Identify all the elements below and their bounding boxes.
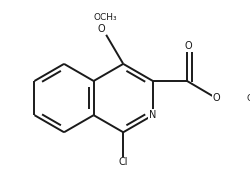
Text: O: O: [98, 24, 105, 34]
Text: Cl: Cl: [118, 157, 128, 167]
Text: CH₃: CH₃: [246, 94, 250, 103]
Text: N: N: [149, 110, 156, 120]
Text: OCH₃: OCH₃: [93, 13, 117, 22]
Text: O: O: [184, 41, 192, 51]
Text: O: O: [212, 93, 220, 103]
